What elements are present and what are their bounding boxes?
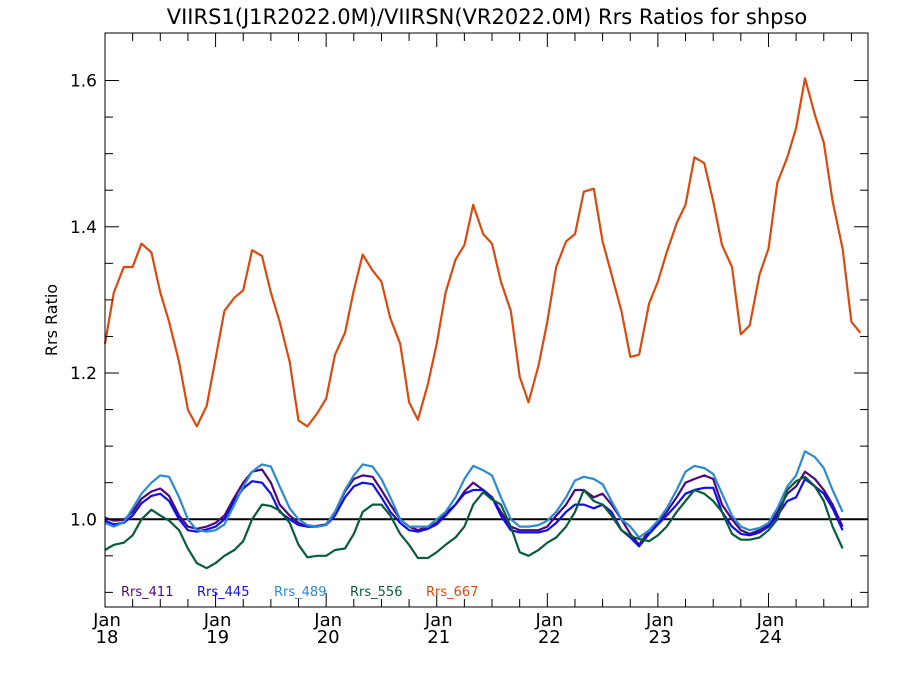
x-tick-label-year: 22 bbox=[538, 627, 561, 648]
x-tick-label-year: 21 bbox=[427, 627, 450, 648]
x-tick-label-year: 20 bbox=[317, 627, 340, 648]
series-line-rrs_411 bbox=[104, 468, 844, 546]
y-tick-label: 1.4 bbox=[70, 218, 97, 238]
series-line-rrs_556 bbox=[104, 475, 844, 570]
chart-title: VIIRS1(J1R2022.0M)/VIIRSN(VR2022.0M) Rrs… bbox=[167, 5, 808, 29]
legend: Rrs_411 Rrs_445 Rrs_489 Rrs_556 Rrs_667 bbox=[121, 585, 478, 600]
legend-item-rrs_445: Rrs_445 bbox=[197, 585, 249, 600]
x-tick-label-month: Jan bbox=[92, 610, 121, 631]
series-line-rrs_445 bbox=[104, 477, 844, 548]
x-tick-label-month: Jan bbox=[534, 610, 563, 631]
y-tick-label: 1.0 bbox=[70, 510, 97, 530]
series-line-rrs_489 bbox=[104, 450, 844, 539]
x-tick-label-month: Jan bbox=[756, 610, 785, 631]
x-tick-label-month: Jan bbox=[424, 610, 453, 631]
x-tick-label-year: 19 bbox=[206, 627, 229, 648]
x-tick-label-month: Jan bbox=[203, 610, 232, 631]
ticks-layer: 1.01.21.41.6Jan18Jan19Jan20Jan21Jan22Jan… bbox=[70, 33, 868, 648]
y-axis-label: Rrs Ratio bbox=[42, 284, 61, 356]
y-tick-label: 1.2 bbox=[70, 364, 97, 384]
legend-item-rrs_489: Rrs_489 bbox=[274, 585, 326, 600]
x-tick-label-month: Jan bbox=[645, 610, 674, 631]
axes-layer bbox=[104, 32, 869, 608]
legend-item-rrs_667: Rrs_667 bbox=[426, 585, 478, 600]
legend-item-rrs_411: Rrs_411 bbox=[121, 585, 173, 600]
x-tick-label-month: Jan bbox=[313, 610, 342, 631]
plot-frame bbox=[104, 32, 869, 608]
series-line-rrs_667 bbox=[103, 77, 862, 428]
series-layer bbox=[103, 77, 862, 570]
x-tick-label-year: 18 bbox=[96, 627, 119, 648]
legend-item-rrs_556: Rrs_556 bbox=[350, 585, 402, 600]
x-tick-label-year: 23 bbox=[648, 627, 671, 648]
x-tick-label-year: 24 bbox=[759, 627, 782, 648]
y-tick-label: 1.6 bbox=[70, 72, 97, 92]
